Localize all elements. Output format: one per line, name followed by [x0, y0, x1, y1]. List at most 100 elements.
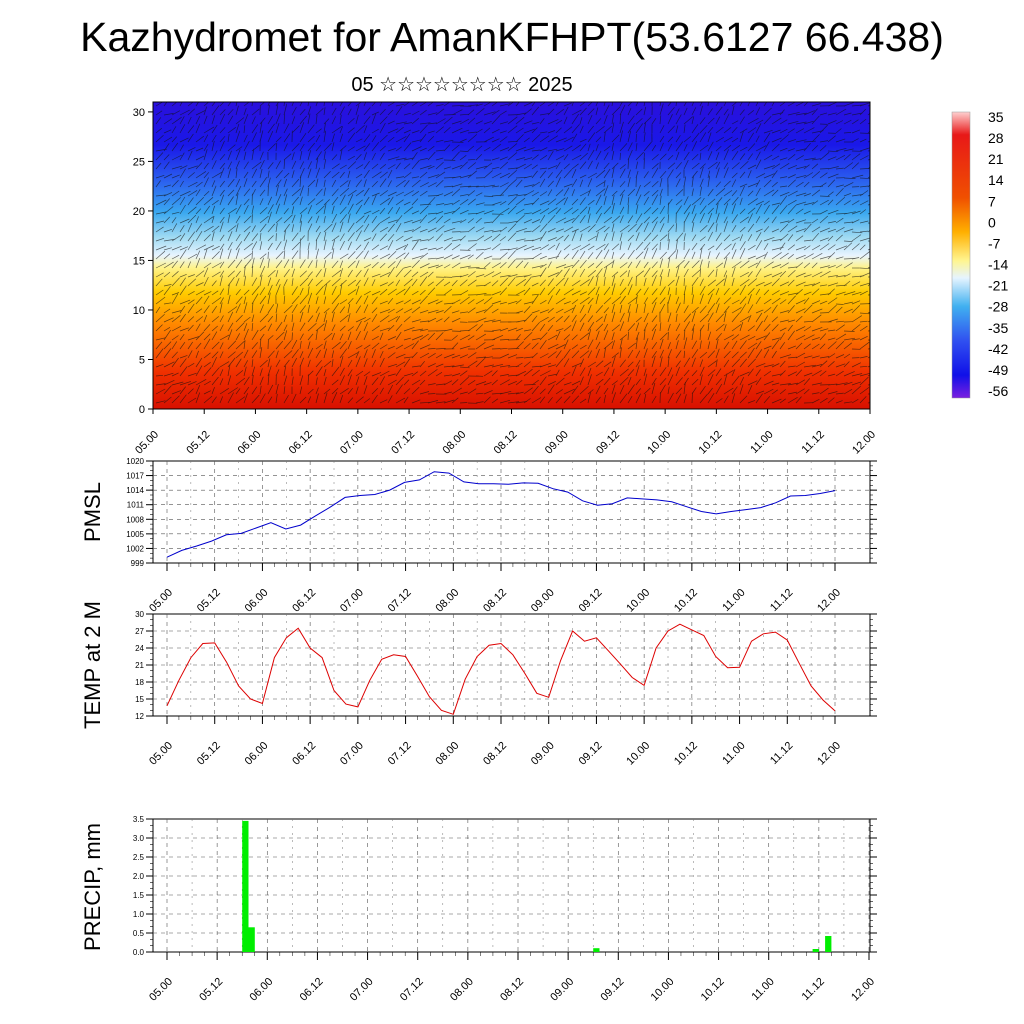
wind-vector — [699, 340, 702, 350]
x-tick-label: 10.00 — [649, 976, 677, 1004]
wind-vector — [787, 234, 794, 242]
wind-vector — [547, 172, 553, 179]
wind-vector — [523, 276, 532, 287]
wind-vector — [787, 356, 797, 359]
colorbar-label: -42 — [988, 341, 1008, 357]
wind-vector — [227, 127, 237, 134]
wind-vector — [755, 335, 767, 341]
wind-vector — [651, 216, 659, 224]
wind-vector — [331, 332, 336, 341]
wind-vector — [227, 196, 234, 206]
wind-vector — [843, 177, 856, 179]
x-tick-label: 05.12 — [197, 976, 225, 1004]
wind-vector — [683, 382, 686, 395]
wind-vector — [603, 323, 609, 332]
wind-vector — [571, 144, 582, 152]
wind-vector — [163, 154, 170, 161]
wind-vector — [467, 267, 480, 269]
wind-vector — [619, 321, 625, 332]
wind-vector — [483, 195, 494, 197]
wind-vector — [579, 206, 588, 215]
wind-vector — [499, 252, 508, 260]
wind-vector — [619, 130, 623, 143]
wind-vector — [811, 115, 820, 125]
wind-vector — [779, 398, 787, 404]
wind-vector — [651, 275, 657, 287]
wind-vector — [227, 225, 237, 233]
wind-vector — [603, 125, 613, 134]
wind-vector — [779, 332, 785, 341]
wind-vector — [571, 362, 583, 368]
wind-vector — [219, 216, 225, 224]
wind-vector — [715, 116, 721, 125]
wind-vector — [627, 123, 635, 134]
wind-vector — [579, 174, 587, 179]
wind-vector — [323, 307, 330, 314]
wind-vector — [435, 139, 444, 143]
wind-vector — [715, 323, 725, 332]
wind-vector — [659, 125, 665, 134]
wind-vector — [683, 305, 689, 314]
wind-vector — [675, 108, 680, 116]
wind-vector — [251, 132, 257, 143]
wind-vector — [435, 300, 443, 305]
wind-vector — [595, 275, 599, 287]
wind-vector — [243, 366, 247, 377]
wind-vector — [459, 279, 468, 287]
wind-vector — [323, 369, 327, 377]
wind-vector — [371, 290, 381, 296]
wind-vector — [523, 398, 531, 404]
wind-vector — [211, 376, 219, 386]
wind-vector — [827, 318, 838, 323]
wind-vector — [531, 197, 540, 206]
wind-vector — [299, 220, 303, 233]
wind-vector — [243, 376, 250, 386]
wind-vector — [619, 338, 623, 350]
wind-vector — [859, 272, 870, 278]
wind-vector — [219, 194, 225, 206]
wind-vector — [667, 374, 674, 386]
wind-vector — [787, 305, 795, 314]
wind-vector — [699, 259, 703, 269]
wind-vector — [771, 228, 780, 233]
wind-vector — [299, 270, 307, 278]
wind-vector — [715, 378, 722, 386]
wind-vector — [691, 162, 700, 170]
wind-vector — [187, 222, 193, 233]
wind-vector — [243, 161, 249, 170]
wind-vector — [499, 374, 509, 377]
wind-vector — [155, 341, 163, 350]
wind-vector — [163, 284, 172, 287]
wind-vector — [683, 268, 689, 278]
wind-vector — [683, 321, 691, 332]
wind-vector — [763, 132, 771, 143]
wind-vector — [587, 245, 595, 251]
wind-vector — [443, 288, 453, 296]
wind-vector — [475, 227, 485, 233]
wind-vector — [331, 303, 340, 314]
wind-vector — [611, 271, 619, 278]
wind-vector — [203, 380, 211, 386]
wind-vector — [211, 215, 215, 224]
wind-vector — [395, 215, 403, 224]
wind-vector — [659, 153, 667, 161]
wind-vector — [259, 253, 267, 260]
wind-vector — [299, 311, 304, 323]
wind-vector — [235, 185, 242, 197]
wind-vector — [195, 282, 204, 287]
wind-vector — [627, 376, 632, 386]
wind-vector — [715, 137, 724, 143]
wind-vector — [483, 162, 493, 170]
wind-vector — [683, 116, 694, 125]
wind-vector — [763, 204, 770, 215]
wind-vector — [859, 290, 868, 296]
wind-vector — [171, 197, 181, 206]
wind-vector — [627, 323, 636, 332]
wind-vector — [499, 399, 511, 404]
wind-vector — [235, 248, 240, 260]
wind-vector — [643, 122, 646, 134]
wind-vectors — [155, 102, 870, 404]
wind-vector — [171, 381, 184, 386]
wind-vector — [779, 163, 790, 170]
wind-vector — [843, 228, 854, 233]
